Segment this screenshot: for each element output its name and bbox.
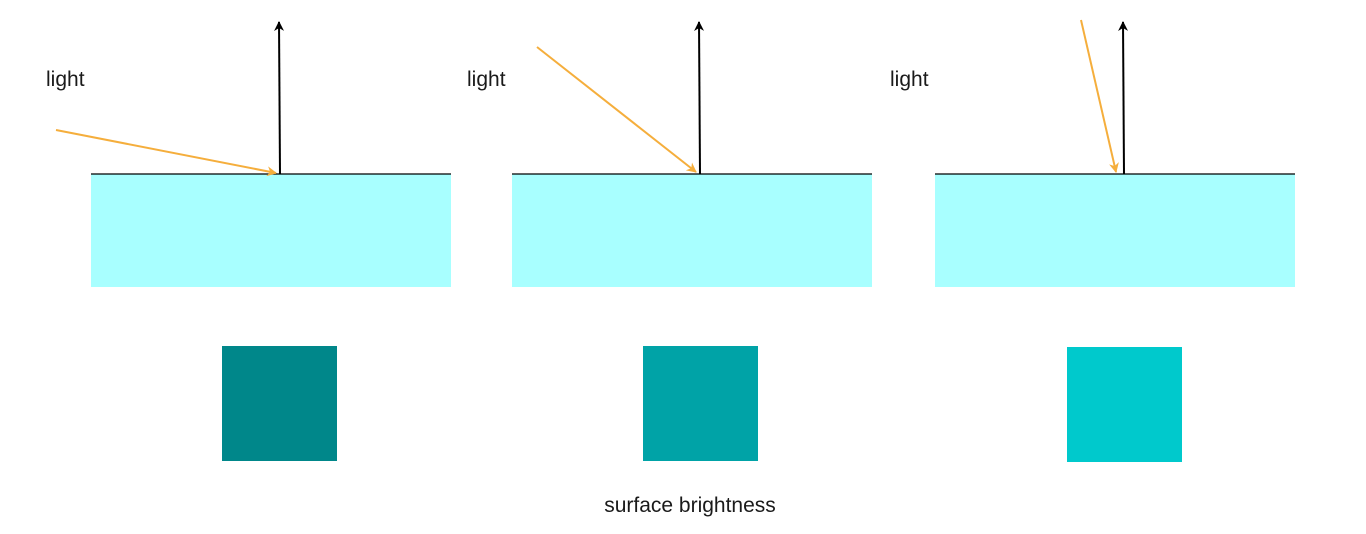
surface-block — [512, 174, 872, 287]
surface-block — [91, 174, 451, 287]
surface-normal-arrow — [694, 21, 705, 175]
brightness-swatch — [222, 346, 337, 461]
light-ray-arrow — [1080, 19, 1119, 173]
diagram-caption: surface brightness — [604, 494, 776, 517]
surface-normal-arrow — [1118, 21, 1129, 175]
light-ray-arrow — [55, 129, 277, 177]
light-ray-arrow — [536, 46, 697, 173]
light-label: light — [46, 68, 85, 91]
surface-normal-arrow — [274, 21, 285, 175]
surface-block — [935, 174, 1295, 287]
panel-1: light — [46, 21, 451, 461]
panel-3: light — [890, 19, 1295, 462]
light-label: light — [890, 68, 929, 91]
panel-2: light — [467, 21, 872, 461]
light-label: light — [467, 68, 506, 91]
brightness-swatch — [643, 346, 758, 461]
brightness-swatch — [1067, 347, 1182, 462]
